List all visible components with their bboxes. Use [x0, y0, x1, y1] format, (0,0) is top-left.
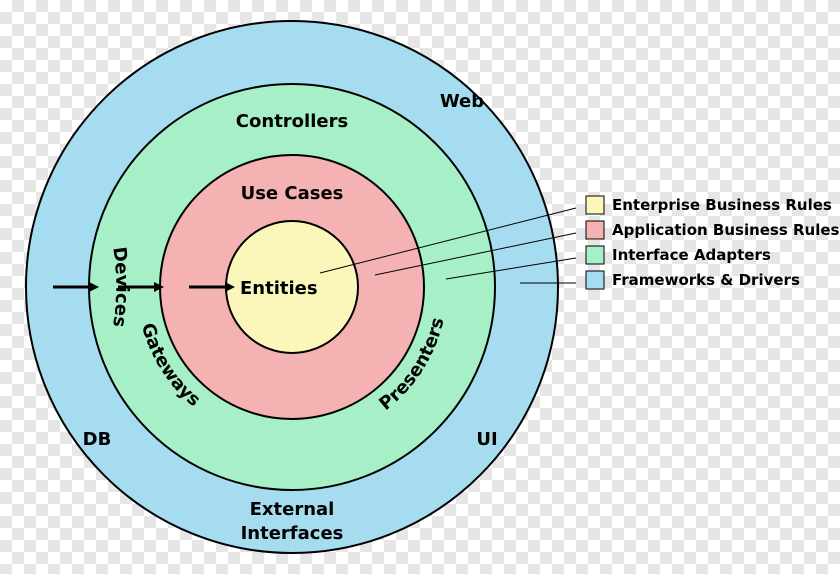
- label-controllers: Controllers: [236, 111, 348, 132]
- label-entities: Entities: [240, 278, 318, 299]
- label-use-cases: Use Cases: [241, 183, 344, 204]
- label-devices: Devices: [108, 246, 132, 329]
- legend-label: Application Business Rules: [612, 221, 840, 239]
- legend-label: Frameworks & Drivers: [612, 271, 800, 289]
- legend-swatch: [586, 271, 604, 289]
- legend-swatch: [586, 246, 604, 264]
- label-web: Web: [440, 91, 484, 112]
- legend-swatch: [586, 221, 604, 239]
- label-external-interfaces-line1: External: [250, 499, 335, 520]
- legend-label: Enterprise Business Rules: [612, 196, 832, 214]
- label-ui: UI: [476, 429, 497, 450]
- legend-label: Interface Adapters: [612, 246, 771, 264]
- label-db: DB: [83, 429, 112, 450]
- legend-swatch: [586, 196, 604, 214]
- label-external-interfaces-line2: Interfaces: [241, 523, 344, 544]
- legend: Enterprise Business Rules Application Bus…: [586, 196, 840, 289]
